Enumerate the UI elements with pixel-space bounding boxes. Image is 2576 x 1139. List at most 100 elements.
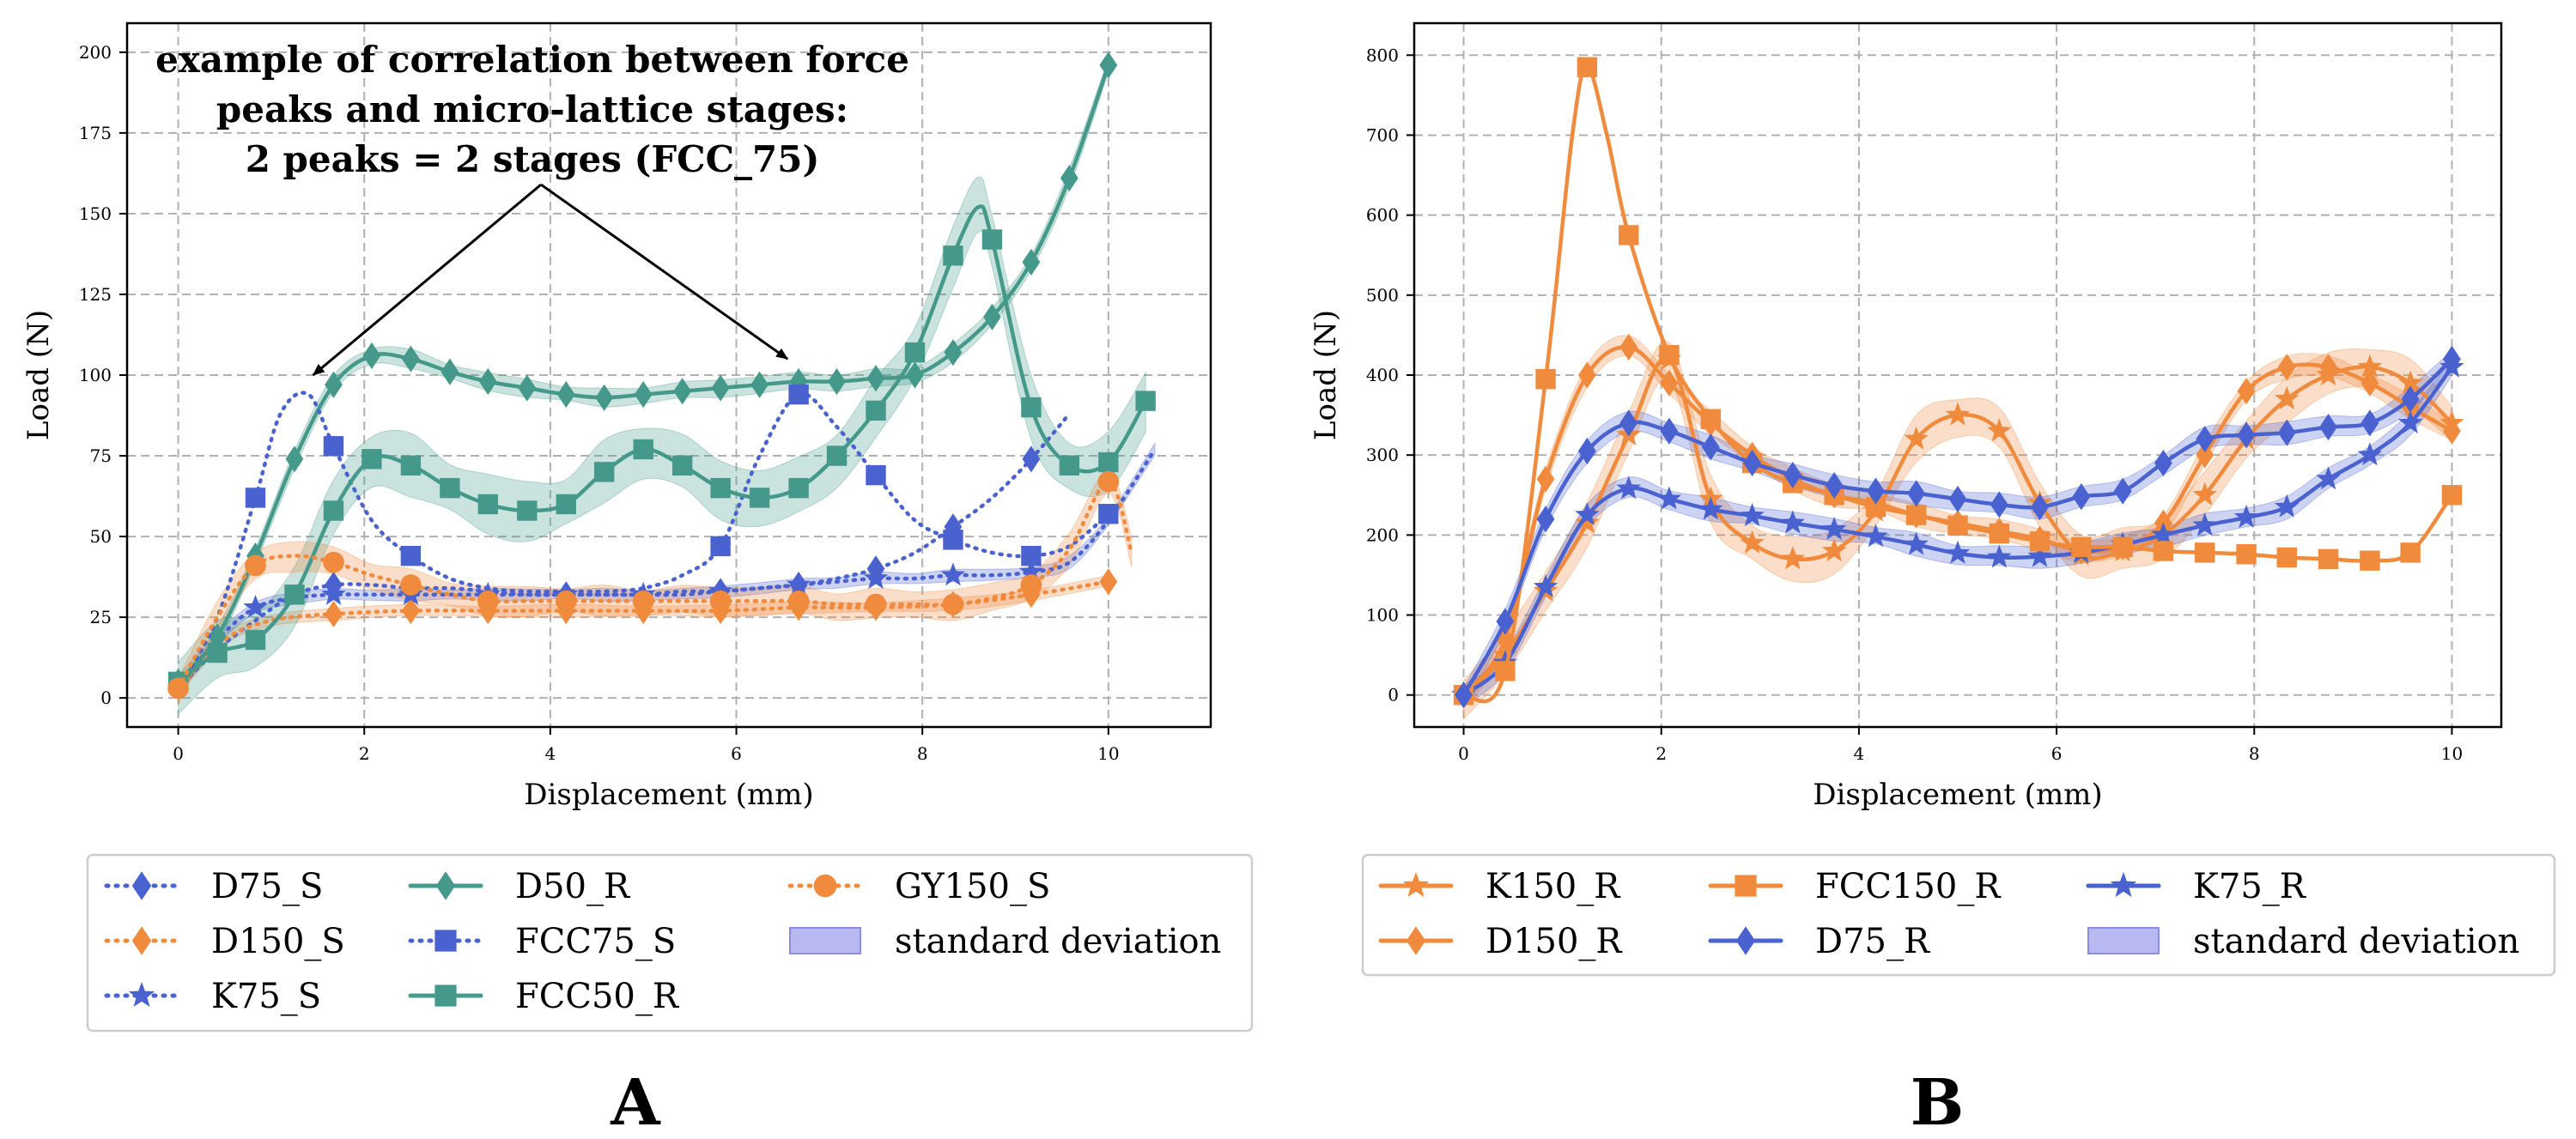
legend-label: D75_R — [1815, 922, 1931, 961]
data-point-fcc150-r — [1905, 505, 1927, 525]
data-point-k75-r — [2192, 512, 2217, 536]
data-point-d50-r — [1099, 51, 1118, 79]
data-point-fcc150-r — [2195, 542, 2215, 563]
legend: D75_S D150_S K75_S D50_R FCC75_S FCC50_R GY150… — [86, 853, 1254, 1033]
legend-swatch-std — [789, 927, 861, 954]
data-point-d75-r — [1743, 449, 1762, 477]
data-point-fcc75-s — [1021, 545, 1042, 566]
legend-entry-k150-r: K150_R — [1378, 867, 1621, 906]
data-point-d75-r — [1948, 485, 1967, 513]
data-point-k75-r — [2233, 504, 2259, 528]
data-point-d75-r — [2237, 421, 2256, 449]
panel-label: B — [1911, 1066, 1965, 1139]
x-tick-label: 2 — [359, 743, 370, 764]
legend-swatch-marker — [434, 930, 457, 952]
data-point-k75-r — [1780, 510, 1805, 534]
data-point-d75-r — [1825, 471, 1844, 500]
data-point-k75-r — [1863, 524, 1888, 548]
data-point-fcc75-s — [866, 464, 886, 486]
legend-entry-d150-s: D150_S — [104, 922, 345, 961]
data-point-fcc150-r — [2441, 485, 2463, 506]
legend-entry-d150-r: D150_R — [1378, 922, 1623, 961]
data-point-k150-r — [2275, 386, 2300, 409]
data-point-d75-r — [2196, 425, 2215, 453]
data-point-fcc75-s — [400, 545, 422, 566]
data-point-d50-r — [440, 358, 459, 385]
legend-frame — [1361, 853, 2556, 977]
y-tick-label: 200 — [79, 42, 112, 63]
data-point-fcc50-r — [323, 500, 344, 521]
data-point-d150-r — [2319, 354, 2337, 381]
y-tick-label: 200 — [1366, 524, 1399, 545]
data-point-d50-r — [634, 380, 653, 409]
std-band-fcc50-r — [178, 176, 1146, 716]
data-point-d150-r — [1578, 361, 1596, 389]
legend-label: D75_S — [211, 867, 323, 906]
data-point-d75-r — [2319, 413, 2337, 441]
y-tick-label: 175 — [79, 123, 112, 143]
data-point-k75-r — [1656, 486, 1682, 510]
data-point-d75-r — [1619, 409, 1638, 437]
legend: K150_R D150_R FCC150_R D75_R K75_R standard d… — [1361, 853, 2556, 977]
data-point-gy150-s — [400, 574, 422, 596]
data-point-d150-s — [325, 600, 343, 627]
y-tick-label: 700 — [1366, 124, 1399, 145]
data-point-fcc50-r — [749, 488, 770, 508]
series-fcc75-s — [176, 384, 1119, 691]
panel-label: A — [610, 1066, 661, 1139]
data-point-fcc150-r — [1495, 661, 1516, 682]
legend-swatch-marker — [434, 985, 457, 1007]
x-axis-label: Displacement (mm) — [1813, 778, 2102, 812]
data-point-d150-r — [2237, 378, 2256, 405]
data-point-d75-r — [1783, 461, 1802, 489]
data-point-fcc50-r — [477, 494, 499, 515]
series-fcc150-r — [1453, 57, 2463, 706]
data-point-fcc150-r — [2400, 542, 2421, 563]
data-point-d50-r — [866, 365, 885, 392]
x-tick-label: 4 — [545, 743, 556, 764]
annotation-line: peaks and micro-lattice stages: — [216, 88, 848, 130]
data-point-k75-r — [1740, 503, 1765, 527]
data-point-d150-r — [2443, 417, 2461, 445]
data-point-k75-s — [708, 579, 733, 603]
data-point-fcc50-r — [943, 245, 963, 266]
data-point-d50-r — [1060, 164, 1078, 192]
data-point-fcc75-s — [323, 436, 344, 457]
data-point-k75-r — [2275, 494, 2300, 518]
data-point-d150-r — [2360, 369, 2379, 397]
data-point-k75-r — [2316, 466, 2341, 490]
data-point-d50-r — [906, 361, 924, 389]
legend-entry-d50-r: D50_R — [408, 867, 631, 906]
data-point-d50-r — [325, 371, 343, 398]
data-point-k75-s — [786, 572, 811, 596]
legend-entry-fcc150-r: FCC150_R — [1708, 867, 2002, 906]
data-point-k75-r — [1945, 540, 1971, 564]
legend-entry-standard-deviation: standard deviation — [789, 922, 1221, 961]
y-axis-label: Load (N) — [1309, 310, 1343, 440]
gridlines — [127, 23, 1211, 727]
data-point-d50-r — [750, 371, 769, 398]
data-point-d150-r — [1660, 369, 1679, 397]
data-point-fcc75-s — [788, 384, 809, 405]
legend-swatch-marker — [813, 874, 837, 898]
data-point-fcc50-r — [517, 500, 538, 521]
data-point-k75-r — [1616, 476, 1641, 500]
data-point-d50-r — [711, 374, 730, 402]
x-tick-label: 8 — [2249, 743, 2260, 764]
annotation: example of correlation between force peak… — [155, 39, 909, 377]
data-point-k150-r — [2397, 370, 2423, 394]
data-point-d150-r — [1619, 333, 1638, 360]
x-tick-label: 6 — [2051, 743, 2063, 764]
data-point-k75-s — [1018, 559, 1044, 583]
data-point-fcc150-r — [1659, 345, 1680, 366]
legend-entry-standard-deviation: standard deviation — [2087, 922, 2519, 961]
legend-entry-d75-s: D75_S — [104, 867, 323, 906]
data-point-k150-r — [1780, 546, 1805, 570]
data-point-fcc50-r — [1021, 397, 1042, 418]
y-tick-label: 25 — [90, 607, 112, 627]
data-point-fcc50-r — [1135, 391, 1156, 411]
data-point-fcc50-r — [556, 494, 576, 515]
data-point-k150-r — [1575, 510, 1600, 534]
data-point-gy150-s — [477, 590, 499, 612]
